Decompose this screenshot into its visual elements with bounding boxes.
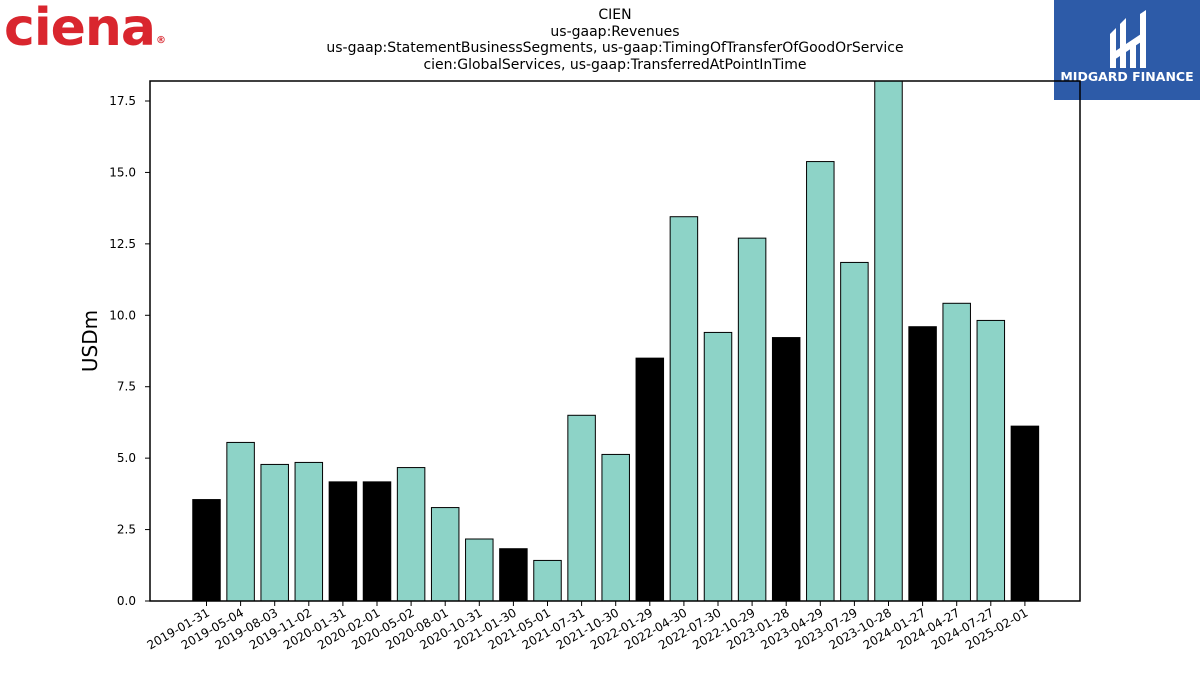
bar-2020-08-01 xyxy=(430,507,460,602)
ciena-logo-text: ciena xyxy=(4,0,156,58)
bar-2022-04-30 xyxy=(669,216,699,602)
bar-2022-10-29 xyxy=(737,237,767,602)
bar-2023-04-29 xyxy=(806,161,835,602)
bar-2019-08-03 xyxy=(260,463,289,602)
midgard-mark-icon xyxy=(1110,10,1146,68)
bars-group xyxy=(192,80,1040,602)
bar-2019-01-31 xyxy=(192,499,221,602)
y-tick-label: 10.0 xyxy=(109,308,136,322)
title-line-2: us-gaap:Revenues xyxy=(550,23,680,40)
title-line-3: us-gaap:StatementBusinessSegments, us-ga… xyxy=(326,40,904,56)
bar-2023-01-28 xyxy=(771,337,801,602)
bar-2019-11-02 xyxy=(294,461,324,602)
bar-2022-07-30 xyxy=(703,331,733,602)
bar-2020-02-01 xyxy=(362,481,392,602)
y-tick-label: 7.5 xyxy=(117,380,136,394)
bar-2024-07-27 xyxy=(976,319,1006,602)
x-axis: 2019-01-312019-05-042019-08-032019-11-02… xyxy=(145,601,1030,652)
bar-2025-02-01 xyxy=(1010,425,1040,602)
bar-2020-10-31 xyxy=(465,538,494,602)
y-tick-label: 15.0 xyxy=(109,165,136,179)
y-axis-label: USDm xyxy=(78,310,102,372)
y-tick-label: 5.0 xyxy=(117,451,136,465)
midgard-logo-text: MIDGARD FINANCE xyxy=(1060,69,1194,84)
registered-mark: ® xyxy=(156,35,166,46)
bar-2023-10-28 xyxy=(874,80,903,602)
plot-frame xyxy=(149,80,1081,602)
bar-2020-05-02 xyxy=(396,467,426,602)
title-line-4: cien:GlobalServices, us-gaap:Transferred… xyxy=(423,56,807,73)
y-tick-label: 0.0 xyxy=(117,594,136,608)
bar-2022-01-29 xyxy=(635,357,665,602)
bar-2021-10-30 xyxy=(601,453,630,602)
bar-2021-07-31 xyxy=(567,414,596,602)
bar-2023-07-29 xyxy=(840,261,869,602)
y-tick-label: 17.5 xyxy=(109,94,136,108)
bar-2021-01-30 xyxy=(499,548,528,602)
ciena-logo: ciena® xyxy=(4,0,166,69)
title-line-1: CIEN xyxy=(598,7,632,23)
bar-2019-05-04 xyxy=(226,441,255,602)
bar-2020-01-31 xyxy=(328,481,358,602)
midgard-finance-logo: MIDGARD FINANCE xyxy=(1054,0,1200,100)
y-tick-label: 2.5 xyxy=(117,523,136,537)
bar-2024-01-27 xyxy=(908,326,937,602)
y-axis: 0.0 2.5 5.0 7.5 10.0 12.5 15.0 17.5 xyxy=(109,94,150,608)
chart-title: CIEN us-gaap:Revenues us-gaap:StatementB… xyxy=(150,7,1080,73)
bar-2024-04-27 xyxy=(942,302,971,602)
y-tick-label: 12.5 xyxy=(109,237,136,251)
bar-2021-05-01 xyxy=(533,559,562,602)
